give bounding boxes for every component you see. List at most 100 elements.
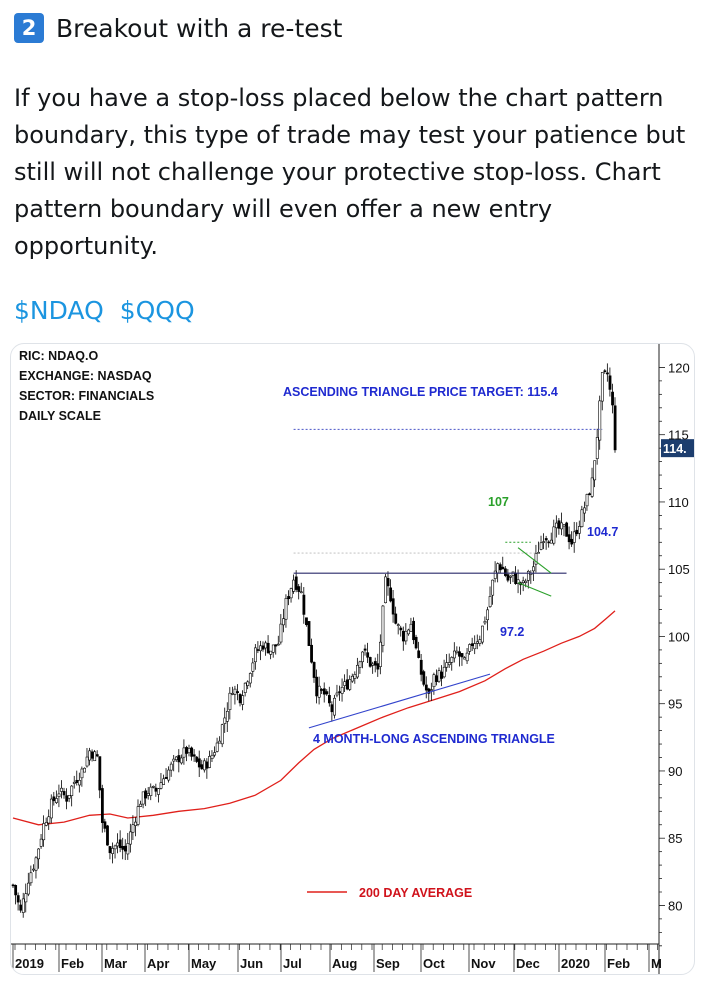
candle-body bbox=[65, 795, 69, 802]
hashtag-ndaq[interactable]: $NDAQ bbox=[14, 296, 104, 325]
candle-body bbox=[363, 648, 367, 651]
hashtag-list: $NDAQ $QQQ bbox=[14, 296, 203, 325]
candle-body bbox=[547, 541, 551, 544]
candle-body bbox=[493, 570, 497, 579]
support-line bbox=[308, 673, 491, 729]
candle-body bbox=[307, 621, 311, 646]
candle-body bbox=[328, 695, 331, 704]
candle-body bbox=[470, 643, 474, 647]
candle-body bbox=[379, 641, 382, 667]
candle-body bbox=[414, 636, 418, 649]
candle-body bbox=[144, 790, 148, 799]
x-tick-label: Mar bbox=[104, 956, 127, 971]
candle-body bbox=[192, 754, 196, 757]
candle-body bbox=[557, 520, 561, 529]
candle-body bbox=[483, 620, 487, 624]
x-tick-label: Jul bbox=[283, 956, 302, 971]
candle-body bbox=[274, 644, 278, 647]
candle-body bbox=[98, 756, 102, 791]
candle-body bbox=[532, 566, 535, 572]
candle-body bbox=[197, 758, 201, 768]
x-tick-label: Nov bbox=[471, 956, 496, 971]
candle-body bbox=[228, 692, 232, 710]
x-tick-label: May bbox=[191, 956, 217, 971]
candle-body bbox=[233, 688, 237, 695]
candle-body bbox=[195, 756, 199, 762]
candle-body bbox=[287, 596, 290, 600]
candle-body bbox=[55, 798, 58, 803]
candle-body bbox=[213, 752, 217, 756]
candle-body bbox=[21, 898, 25, 913]
candle-body bbox=[312, 662, 316, 678]
candle-body bbox=[516, 579, 520, 585]
y-tick-label: 90 bbox=[668, 764, 682, 779]
candle-body bbox=[172, 758, 176, 762]
y-tick-label: 95 bbox=[668, 697, 682, 712]
candle-body bbox=[384, 576, 387, 604]
candle-body bbox=[412, 620, 415, 641]
candle-body bbox=[302, 594, 306, 615]
candle-body bbox=[284, 598, 288, 620]
candle-body bbox=[491, 579, 495, 596]
post-heading: 2 Breakout with a re-test bbox=[14, 8, 342, 48]
candle-body bbox=[570, 538, 574, 545]
candle-body bbox=[190, 747, 194, 757]
candle-body bbox=[478, 639, 482, 644]
candle-body bbox=[261, 645, 265, 650]
candle-body bbox=[246, 681, 250, 686]
candle-body bbox=[134, 821, 137, 826]
info-line: SECTOR: FINANCIALS bbox=[19, 389, 154, 403]
candle-body bbox=[595, 437, 599, 459]
candle-body bbox=[78, 779, 81, 786]
number-badge: 2 bbox=[14, 13, 44, 43]
candle-body bbox=[322, 688, 326, 695]
y-tick-label: 105 bbox=[668, 562, 690, 577]
candle-body bbox=[598, 400, 602, 441]
candle-body bbox=[266, 642, 270, 654]
candle-body bbox=[333, 697, 336, 716]
candle-body bbox=[162, 778, 166, 785]
candle-body bbox=[225, 711, 229, 722]
candle-body bbox=[72, 781, 76, 784]
x-tick-label: Feb bbox=[607, 956, 630, 971]
candle-body bbox=[106, 825, 109, 846]
candle-body bbox=[555, 522, 558, 529]
last-price-badge bbox=[661, 439, 694, 458]
candle-body bbox=[62, 791, 66, 796]
candle-body bbox=[361, 651, 364, 663]
candle-body bbox=[447, 662, 451, 666]
x-tick-label: Aug bbox=[332, 956, 357, 971]
candle-body bbox=[452, 650, 456, 659]
candle-body bbox=[108, 846, 112, 854]
candle-body bbox=[83, 767, 86, 773]
candle-body bbox=[572, 531, 576, 543]
candle-body bbox=[534, 553, 538, 565]
candle-body bbox=[583, 507, 586, 514]
candle-body bbox=[210, 754, 214, 759]
candle-body bbox=[445, 662, 449, 668]
candle-body bbox=[159, 782, 163, 789]
candle-body bbox=[442, 666, 446, 678]
candle-body bbox=[218, 740, 222, 744]
stock-chart: 120 115 110 105 100 95 90 85 80 114. 2019 Feb Mar Apr… bbox=[11, 344, 694, 974]
candle-body bbox=[549, 539, 553, 544]
x-tick-label: Jun bbox=[240, 956, 263, 971]
candle-body bbox=[271, 644, 275, 653]
candle-body bbox=[27, 882, 30, 895]
candle-body bbox=[430, 689, 433, 691]
candle-body bbox=[335, 692, 339, 696]
chart-image[interactable]: 120 115 110 105 100 95 90 85 80 114. 2019 Feb Mar Apr… bbox=[10, 343, 695, 975]
candle-body bbox=[146, 793, 150, 796]
x-tick-label: 2019 bbox=[15, 956, 44, 971]
candle-body bbox=[524, 580, 528, 583]
candle-body bbox=[376, 663, 380, 670]
candle-body bbox=[116, 842, 120, 847]
candle-body bbox=[350, 675, 354, 682]
candle-body bbox=[458, 651, 461, 657]
hashtag-qqq[interactable]: $QQQ bbox=[119, 296, 195, 325]
candle-body bbox=[373, 661, 377, 666]
candle-body bbox=[177, 755, 181, 763]
flag-high-label: 107 bbox=[488, 495, 509, 509]
candle-body bbox=[468, 644, 472, 652]
candle-body bbox=[419, 659, 423, 675]
